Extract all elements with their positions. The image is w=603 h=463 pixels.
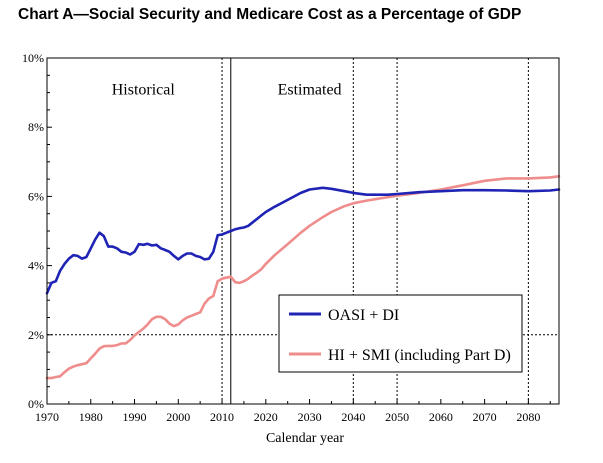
x-tick-label: 1990	[123, 410, 147, 424]
x-tick-label: 2060	[429, 410, 453, 424]
legend-label-oasi-di: OASI + DI	[328, 307, 399, 324]
x-tick-label: 1970	[35, 410, 59, 424]
x-tick-label: 2070	[473, 410, 497, 424]
x-axis-label: Calendar year	[266, 431, 344, 446]
y-tick-label: 4%	[28, 259, 44, 273]
y-tick-label: 6%	[28, 189, 44, 203]
x-tick-label: 2000	[166, 410, 190, 424]
y-tick-label: 8%	[28, 120, 44, 134]
x-tick-label: 2040	[341, 410, 365, 424]
annotation-historical: Historical	[112, 81, 176, 98]
annotation-estimated: Estimated	[278, 81, 342, 98]
series-layer	[45, 175, 561, 380]
x-tick-label: 2030	[298, 410, 322, 424]
x-tick-label: 2020	[254, 410, 278, 424]
y-tick-label: 10%	[22, 51, 44, 65]
axis-ticks: 1970 1980 1990 2000 2010 2020 2030 2040 2050 2060…	[22, 51, 551, 424]
y-tick-label: 0%	[28, 397, 44, 411]
x-tick-label: 2050	[385, 410, 409, 424]
x-tick-label: 2010	[210, 410, 234, 424]
legend-box	[278, 294, 523, 373]
legend: OASI + DI HI + SMI (including Part D)	[278, 294, 523, 373]
legend-label-hi-smi: HI + SMI (including Part D)	[328, 347, 511, 364]
chart-title: Chart A—Social Security and Medicare Cos…	[18, 6, 522, 23]
series-line-hi-smi	[45, 175, 561, 380]
series-line-oasi-di	[45, 186, 561, 295]
x-tick-label: 1980	[79, 410, 103, 424]
y-tick-label: 2%	[28, 328, 44, 342]
x-tick-label: 2080	[516, 410, 540, 424]
